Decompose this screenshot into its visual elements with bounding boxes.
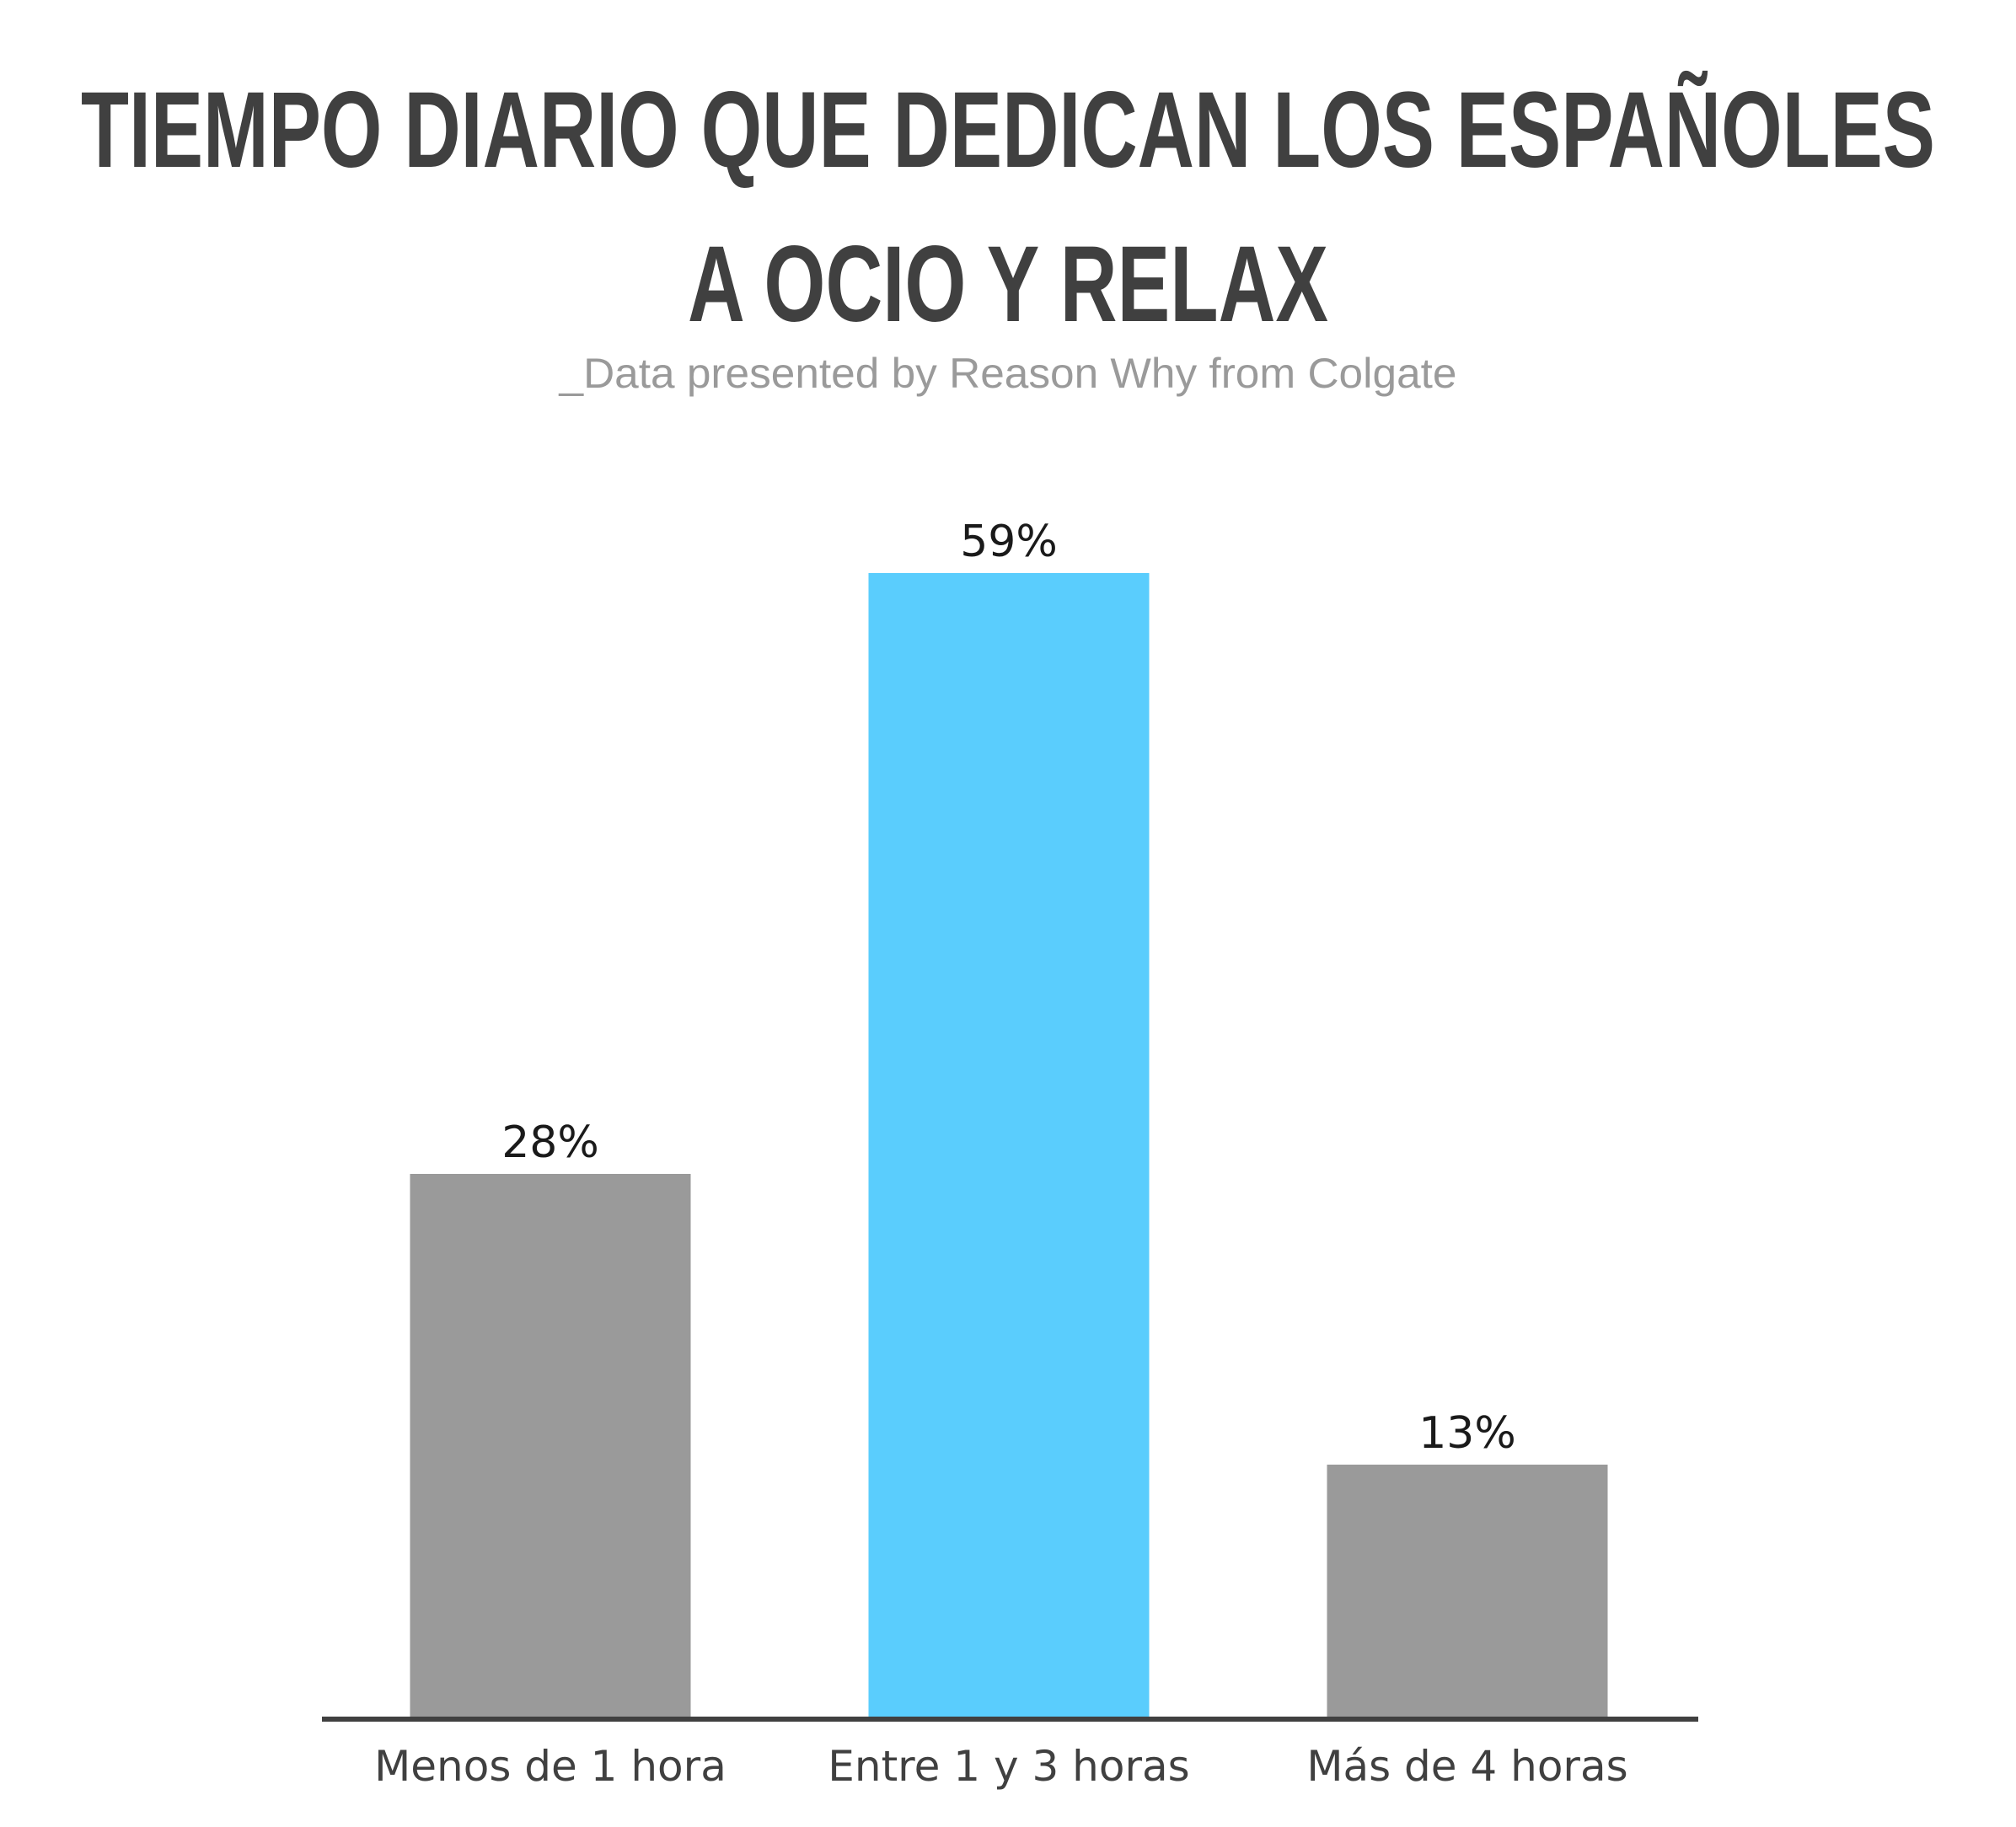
- value-label-1: 28%: [501, 1117, 599, 1168]
- value-label-2: 59%: [960, 517, 1058, 567]
- bar-1: [410, 1174, 691, 1717]
- chart-title-line-1: TIEMPO DIARIO QUE DEDICAN LOS ESPAÑOLES: [81, 70, 1935, 190]
- category-label-1: Menos de 1 hora: [374, 1742, 727, 1791]
- bar-2: [868, 573, 1150, 1717]
- labels-group: 28% Menos de 1 hora 59% Entre 1 y 3 horas 13…: [374, 517, 1628, 1791]
- category-label-2: Entre 1 y 3 horas: [828, 1742, 1189, 1791]
- bar-3: [1327, 1465, 1608, 1717]
- category-label-3: Más de 4 horas: [1306, 1742, 1627, 1791]
- value-label-3: 13%: [1418, 1408, 1516, 1459]
- chart-subtitle: _Data presented by Reason Why from Colga…: [558, 350, 1456, 397]
- chart-title-line-2: A OCIO Y RELAX: [688, 224, 1328, 345]
- bars-group: [410, 573, 1608, 1717]
